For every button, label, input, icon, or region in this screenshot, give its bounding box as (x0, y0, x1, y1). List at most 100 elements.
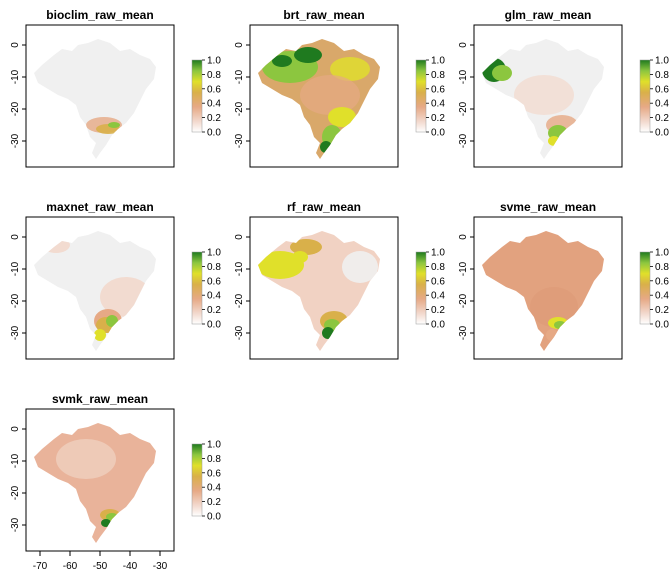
plot-frame (249, 24, 399, 168)
legend-tick-label: 1.0 (207, 56, 221, 67)
legend-tick-label: 1.0 (431, 248, 445, 259)
y-tick-label: 0 (10, 42, 21, 48)
legend-tick-label: 0.4 (431, 99, 445, 110)
plot-frame (473, 24, 623, 168)
y-tick-label: -10 (234, 69, 245, 84)
legend-tick-label: 0.8 (431, 262, 445, 273)
map-panel-svmk: svmk_raw_mean 0 -10 -20 -30 1.0 0.8 0.6 0.4 0.2 0.… (10, 392, 221, 552)
panel-title: bioclim_raw_mean (46, 8, 153, 22)
y-tick-label: -10 (10, 69, 21, 84)
y-tick-label: -20 (458, 293, 469, 308)
y-tick-label: -10 (234, 261, 245, 276)
map-panel-svme: svme_raw_mean 0 -10 -20 -30 1.0 0.8 0.6 0.4 0.2 0.… (458, 200, 669, 360)
legend-tick-label: 0.6 (655, 276, 669, 287)
color-legend: 1.0 0.8 0.6 0.4 0.2 0.0 (191, 440, 221, 523)
y-axis: 0 -10 -20 -30 (234, 42, 250, 148)
legend-tick-label: 0.2 (655, 305, 669, 316)
x-tick-label: -60 (63, 561, 78, 572)
legend-tick-label: 0.6 (207, 276, 221, 287)
legend-tick-label: 0.2 (207, 497, 221, 508)
legend-tick-label: 0.0 (207, 320, 221, 331)
y-tick-label: -30 (458, 325, 469, 340)
y-tick-label: -30 (10, 325, 21, 340)
legend-tick-label: 0.8 (655, 70, 669, 81)
legend-tick-label: 0.0 (655, 320, 669, 331)
color-legend: 1.0 0.8 0.6 0.4 0.2 0.0 (415, 248, 445, 331)
x-tick-label: -40 (123, 561, 138, 572)
raster-map (34, 231, 156, 351)
legend-tick-label: 0.2 (431, 305, 445, 316)
y-tick-label: -20 (234, 293, 245, 308)
legend-tick-label: 0.8 (207, 262, 221, 273)
y-tick-label: 0 (234, 234, 245, 240)
y-tick-label: -20 (10, 485, 21, 500)
map-panel-bioclim: bioclim_raw_mean 0 -10 -20 -30 1.0 0.8 0.6 0.4 0.… (10, 8, 221, 168)
y-tick-label: -30 (234, 325, 245, 340)
legend-tick-label: 0.0 (207, 512, 221, 523)
panel-title: rf_raw_mean (287, 200, 361, 214)
plot-frame (25, 216, 175, 360)
legend-tick-label: 0.0 (655, 128, 669, 139)
y-tick-label: 0 (10, 426, 21, 432)
legend-tick-label: 0.0 (207, 128, 221, 139)
y-tick-label: -20 (10, 101, 21, 116)
x-tick-label: -50 (93, 561, 108, 572)
x-tick-label: -70 (33, 561, 48, 572)
y-axis: 0 -10 -20 -30 (10, 42, 26, 148)
color-legend: 1.0 0.8 0.6 0.4 0.2 0.0 (639, 248, 669, 331)
y-tick-label: -10 (458, 261, 469, 276)
legend-tick-label: 0.8 (207, 70, 221, 81)
raster-map (482, 231, 604, 351)
legend-tick-label: 0.0 (431, 320, 445, 331)
panel-title: svmk_raw_mean (52, 392, 148, 406)
map-panel-glm: glm_raw_mean 0 -10 -20 -30 1.0 0.8 0.6 0.4 0.2 0.0 (458, 8, 669, 168)
y-axis: 0 -10 -20 -30 (10, 426, 26, 532)
y-tick-label: -30 (234, 133, 245, 148)
y-axis: 0 -10 -20 -30 (10, 234, 26, 340)
panel-title: glm_raw_mean (505, 8, 592, 22)
x-tick-label: -30 (153, 561, 168, 572)
color-legend: 1.0 0.8 0.6 0.4 0.2 0.0 (415, 56, 445, 139)
legend-tick-label: 0.4 (207, 99, 221, 110)
color-legend: 1.0 0.8 0.6 0.4 0.2 0.0 (191, 248, 221, 331)
y-tick-label: -10 (458, 69, 469, 84)
legend-tick-label: 0.2 (655, 113, 669, 124)
raster-map (34, 39, 156, 159)
panel-title: brt_raw_mean (283, 8, 364, 22)
legend-tick-label: 1.0 (207, 248, 221, 259)
legend-tick-label: 0.8 (207, 454, 221, 465)
x-axis: -70 -60 -50 -40 -30 (33, 551, 168, 572)
legend-tick-label: 0.0 (431, 128, 445, 139)
y-tick-label: 0 (234, 42, 245, 48)
plot-frame (25, 24, 175, 168)
y-axis: 0 -10 -20 -30 (458, 234, 474, 340)
legend-tick-label: 1.0 (431, 56, 445, 67)
y-tick-label: -20 (10, 293, 21, 308)
legend-tick-label: 0.2 (431, 113, 445, 124)
legend-tick-label: 0.4 (431, 291, 445, 302)
panel-title: svme_raw_mean (500, 200, 596, 214)
raster-map (482, 39, 604, 159)
plot-frame (473, 216, 623, 360)
legend-tick-label: 1.0 (655, 248, 669, 259)
map-panel-maxnet: maxnet_raw_mean 0 -10 -20 -30 1.0 0.8 0.6 0.4 0.2… (10, 200, 221, 360)
legend-tick-label: 0.4 (207, 291, 221, 302)
legend-tick-label: 0.6 (207, 84, 221, 95)
legend-tick-label: 0.2 (207, 113, 221, 124)
map-panel-brt: brt_raw_mean 0 -10 -20 -30 1.0 0.8 0.6 0.4 0.2 0.0 (234, 8, 445, 168)
legend-tick-label: 0.4 (655, 291, 669, 302)
legend-tick-label: 1.0 (655, 56, 669, 67)
legend-tick-label: 1.0 (207, 440, 221, 451)
y-axis: 0 -10 -20 -30 (458, 42, 474, 148)
legend-tick-label: 0.8 (431, 70, 445, 81)
y-tick-label: -30 (10, 517, 21, 532)
map-panel-rf: rf_raw_mean 0 -10 -20 -30 1.0 0.8 0.6 0.4 0.2 0.0 (234, 200, 445, 360)
y-tick-label: 0 (10, 234, 21, 240)
legend-tick-label: 0.4 (655, 99, 669, 110)
color-legend: 1.0 0.8 0.6 0.4 0.2 0.0 (191, 56, 221, 139)
legend-tick-label: 0.8 (655, 262, 669, 273)
legend-tick-label: 0.2 (207, 305, 221, 316)
y-tick-label: 0 (458, 234, 469, 240)
y-tick-label: -20 (458, 101, 469, 116)
